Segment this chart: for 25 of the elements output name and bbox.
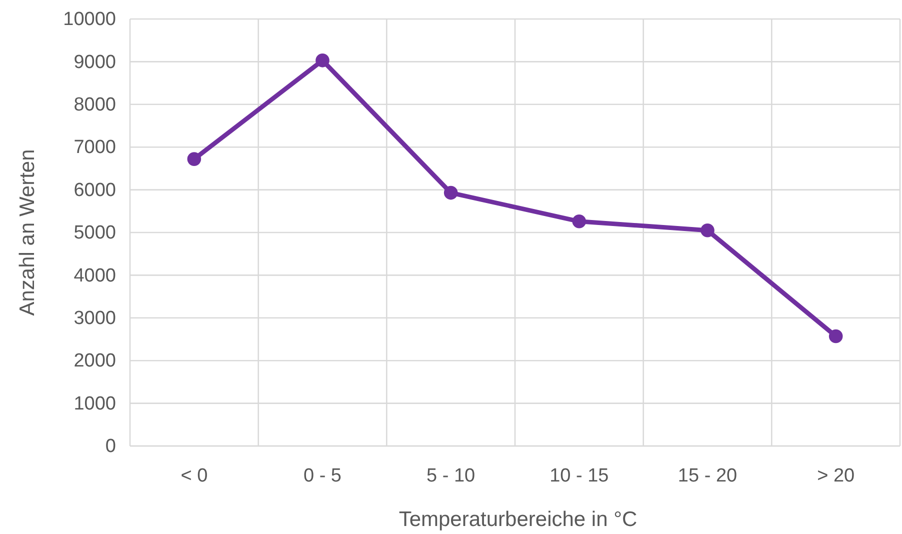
y-tick-label: 6000 <box>74 180 116 201</box>
point <box>316 54 330 68</box>
x-tick-label: 0 - 5 <box>303 465 342 486</box>
y-tick-label: 7000 <box>74 137 116 158</box>
point <box>187 152 202 166</box>
y-tick-label: 3000 <box>74 308 116 329</box>
x-tick-label: 5 - 10 <box>426 465 476 486</box>
y-tick-label: 5000 <box>74 222 116 244</box>
y-tick-label: 2000 <box>74 350 116 372</box>
y-tick-label: 4000 <box>74 265 116 286</box>
point <box>700 223 714 238</box>
y-tick-label: 0 <box>105 436 116 458</box>
x-tick-label: 10 - 15 <box>550 465 609 486</box>
y-tick-label: 1000 <box>74 393 116 414</box>
y-tick-label: 10000 <box>63 9 116 30</box>
point <box>572 214 586 228</box>
x-tick-label: < 0 <box>180 465 208 486</box>
y-tick-label: 9000 <box>74 52 116 73</box>
x-axis-title: Temperaturbereiche in °C <box>398 508 638 531</box>
y-axis-title: Anzahl an Werten <box>16 149 39 316</box>
point <box>444 186 458 200</box>
point <box>828 329 843 344</box>
x-tick-label: 15 - 20 <box>678 465 738 486</box>
x-tick-label: > 20 <box>817 465 855 486</box>
y-tick-label: 8000 <box>74 94 116 116</box>
